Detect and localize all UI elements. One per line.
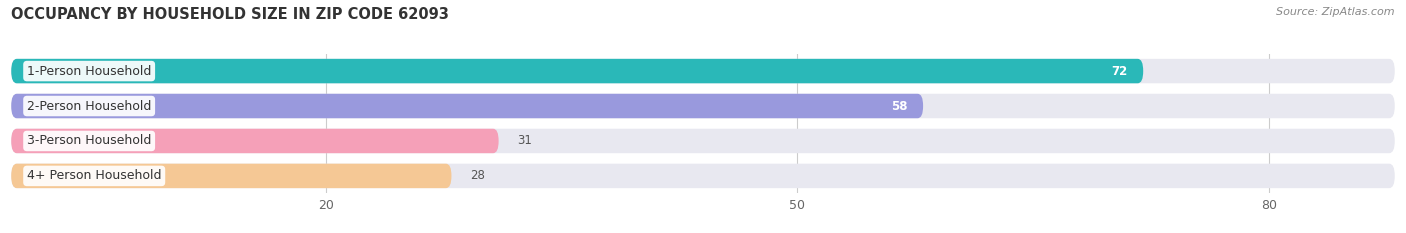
Text: 3-Person Household: 3-Person Household — [27, 134, 152, 147]
Text: Source: ZipAtlas.com: Source: ZipAtlas.com — [1277, 7, 1395, 17]
FancyBboxPatch shape — [11, 129, 1395, 153]
FancyBboxPatch shape — [11, 59, 1143, 83]
FancyBboxPatch shape — [11, 59, 1395, 83]
Text: 4+ Person Household: 4+ Person Household — [27, 169, 162, 182]
Text: 31: 31 — [517, 134, 533, 147]
Text: OCCUPANCY BY HOUSEHOLD SIZE IN ZIP CODE 62093: OCCUPANCY BY HOUSEHOLD SIZE IN ZIP CODE … — [11, 7, 449, 22]
Text: 28: 28 — [471, 169, 485, 182]
Text: 2-Person Household: 2-Person Household — [27, 99, 152, 113]
FancyBboxPatch shape — [11, 129, 499, 153]
Text: 72: 72 — [1111, 65, 1128, 78]
FancyBboxPatch shape — [11, 94, 1395, 118]
Text: 58: 58 — [891, 99, 907, 113]
FancyBboxPatch shape — [11, 164, 1395, 188]
FancyBboxPatch shape — [11, 94, 924, 118]
Text: 1-Person Household: 1-Person Household — [27, 65, 152, 78]
FancyBboxPatch shape — [11, 164, 451, 188]
